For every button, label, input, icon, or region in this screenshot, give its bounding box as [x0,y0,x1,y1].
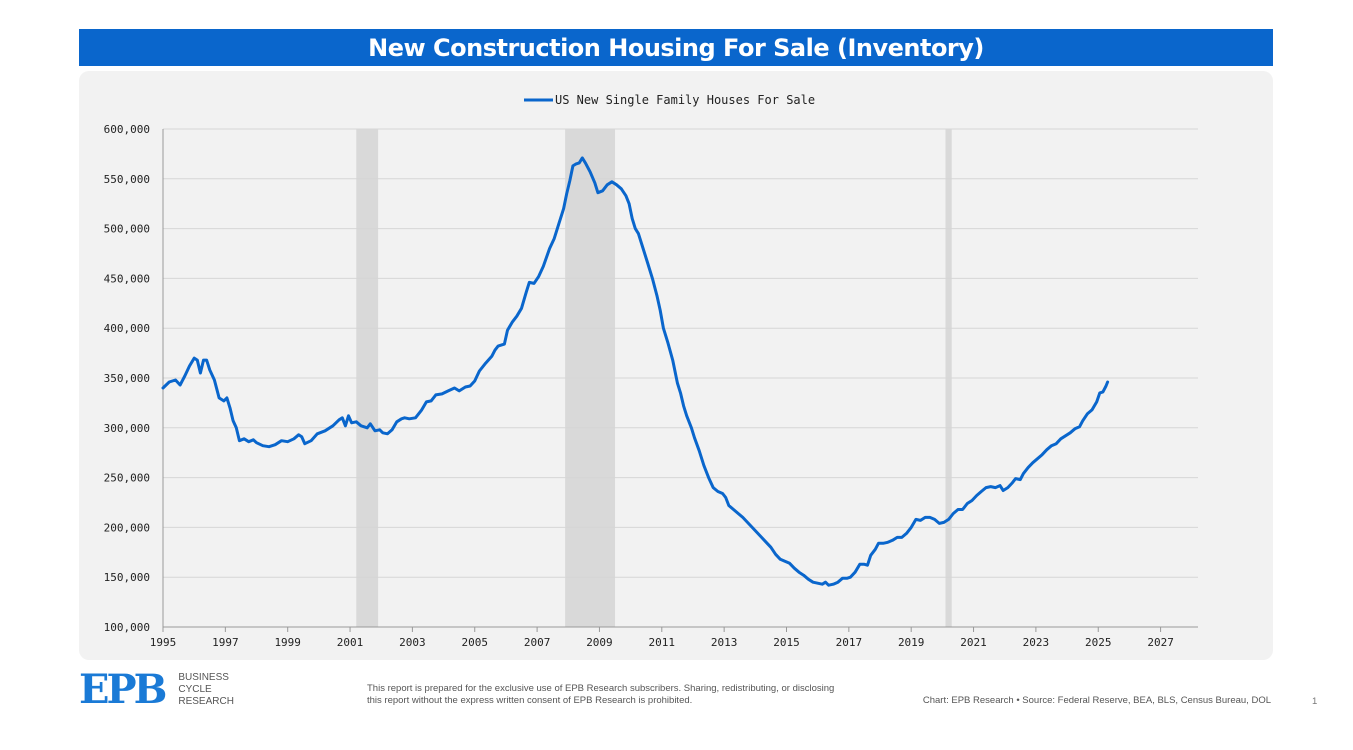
disclaimer-text: This report is prepared for the exclusiv… [367,683,835,706]
x-tick-label: 2003 [399,636,426,649]
line-chart: 100,000 150,000 200,000 250,000 300,000 350,0… [104,93,1198,649]
source-note: Chart: EPB Research • Source: Federal Re… [922,695,1271,706]
legend: US New Single Family Houses For Sale [524,93,815,107]
x-tick-label: 2023 [1023,636,1050,649]
y-tick-label: 100,000 [104,621,150,634]
series-lines [161,156,1110,587]
y-tick-label: 550,000 [104,173,150,186]
y-tick-label: 400,000 [104,322,150,335]
x-tick-label: 2015 [773,636,800,649]
x-tick-label: 1999 [274,636,301,649]
logo-line: CYCLE [178,684,212,695]
y-tick-label: 350,000 [104,372,150,385]
series-line [161,156,1110,587]
chart-title-banner: New Construction Housing For Sale (Inven… [79,29,1273,66]
x-tick-label: 2001 [337,636,364,649]
y-tick-label: 600,000 [104,123,150,136]
y-tick-label: 300,000 [104,422,150,435]
epb-logo: EPB BUSINESS CYCLE RESEARCH [79,670,234,710]
gridlines [163,128,1198,578]
y-tick-label: 200,000 [104,521,150,534]
logo-mark: EPB [79,666,167,713]
x-tick-label: 2027 [1147,636,1174,649]
x-tick-label: 2009 [586,636,613,649]
y-tick-label: 250,000 [104,472,150,485]
x-tick-label: 2005 [461,636,488,649]
logo-line: RESEARCH [178,696,234,707]
chart-panel: 100,000 150,000 200,000 250,000 300,000 350,0… [79,71,1273,660]
logo-text: BUSINESS CYCLE RESEARCH [178,672,234,708]
x-tick-label: 2007 [524,636,551,649]
x-tick-label: 2017 [836,636,863,649]
x-tick-label: 1995 [150,636,177,649]
axes: 100,000 150,000 200,000 250,000 300,000 350,0… [104,123,1198,649]
logo-line: BUSINESS [178,672,229,683]
x-tick-label: 2025 [1085,636,1112,649]
legend-label: US New Single Family Houses For Sale [555,93,815,107]
y-tick-label: 500,000 [104,223,150,236]
y-tick-label: 150,000 [104,571,150,584]
page-number: 1 [1312,696,1318,707]
x-tick-label: 2013 [711,636,738,649]
x-tick-label: 2019 [898,636,925,649]
x-tick-label: 1997 [212,636,239,649]
x-tick-label: 2011 [649,636,676,649]
x-tick-label: 2021 [960,636,987,649]
y-tick-label: 450,000 [104,272,150,285]
